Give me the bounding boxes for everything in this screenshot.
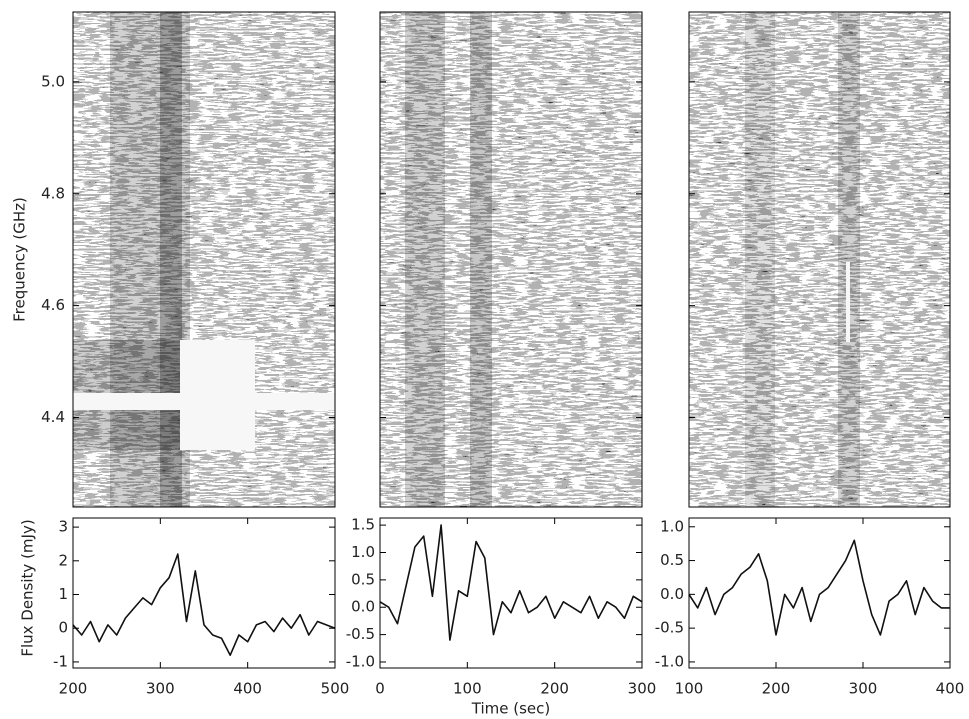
x-tick-label: 200 <box>762 680 791 698</box>
flux-line <box>72 553 336 656</box>
flux-line <box>688 539 950 636</box>
y-tick-label: 0.5 <box>660 551 684 569</box>
y-tick-label: 1.0 <box>660 517 684 535</box>
x-tick-label: 400 <box>233 680 262 698</box>
y-tick-label: 1 <box>58 585 68 603</box>
plot-frame <box>688 11 951 508</box>
y-axis-label: Frequency (GHz) <box>11 197 29 322</box>
plot-frame <box>72 11 336 508</box>
flux-line <box>379 524 643 641</box>
x-tick-label: 100 <box>453 680 482 698</box>
y-tick-label: -1.0 <box>346 652 375 670</box>
y-tick-label: 0 <box>58 619 68 637</box>
plot-frame <box>379 11 643 508</box>
x-tick-label: 100 <box>675 680 704 698</box>
plot-frame <box>379 517 643 669</box>
y-tick-label: 1.5 <box>351 516 375 534</box>
plot-frame <box>72 517 336 669</box>
plot-frame <box>688 517 951 669</box>
y-tick-label: 4.8 <box>41 184 65 202</box>
y-tick-label: -0.5 <box>346 625 375 643</box>
spectrogram-texture <box>73 12 950 507</box>
x-tick-label: 500 <box>321 680 350 698</box>
y-tick-label: 5.0 <box>41 72 65 90</box>
x-tick-label: 200 <box>540 680 569 698</box>
x-tick-label: 300 <box>146 680 175 698</box>
x-tick-label: 0 <box>375 680 385 698</box>
y-tick-label: 1.0 <box>351 543 375 561</box>
x-tick-label: 200 <box>59 680 88 698</box>
y-tick-label: 0.0 <box>660 585 684 603</box>
x-tick-label: 400 <box>936 680 965 698</box>
y-tick-label: 3 <box>58 518 68 536</box>
y-tick-label: 0.5 <box>351 570 375 588</box>
y-tick-label: -1.0 <box>655 652 684 670</box>
y-axis-label: Flux Density (mJy) <box>19 519 37 656</box>
y-tick-label: -0.5 <box>655 619 684 637</box>
x-axis-label: Time (sec) <box>471 700 550 718</box>
y-tick-label: 4.4 <box>41 408 65 426</box>
x-tick-label: 300 <box>628 680 657 698</box>
y-tick-label: 0.0 <box>351 598 375 616</box>
x-tick-label: 300 <box>849 680 878 698</box>
y-tick-label: 2 <box>58 551 68 569</box>
y-tick-label: -1 <box>53 652 68 670</box>
y-tick-label: 4.6 <box>41 296 65 314</box>
